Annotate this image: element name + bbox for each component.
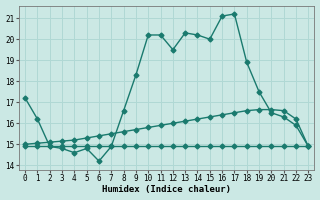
X-axis label: Humidex (Indice chaleur): Humidex (Indice chaleur) bbox=[102, 185, 231, 194]
